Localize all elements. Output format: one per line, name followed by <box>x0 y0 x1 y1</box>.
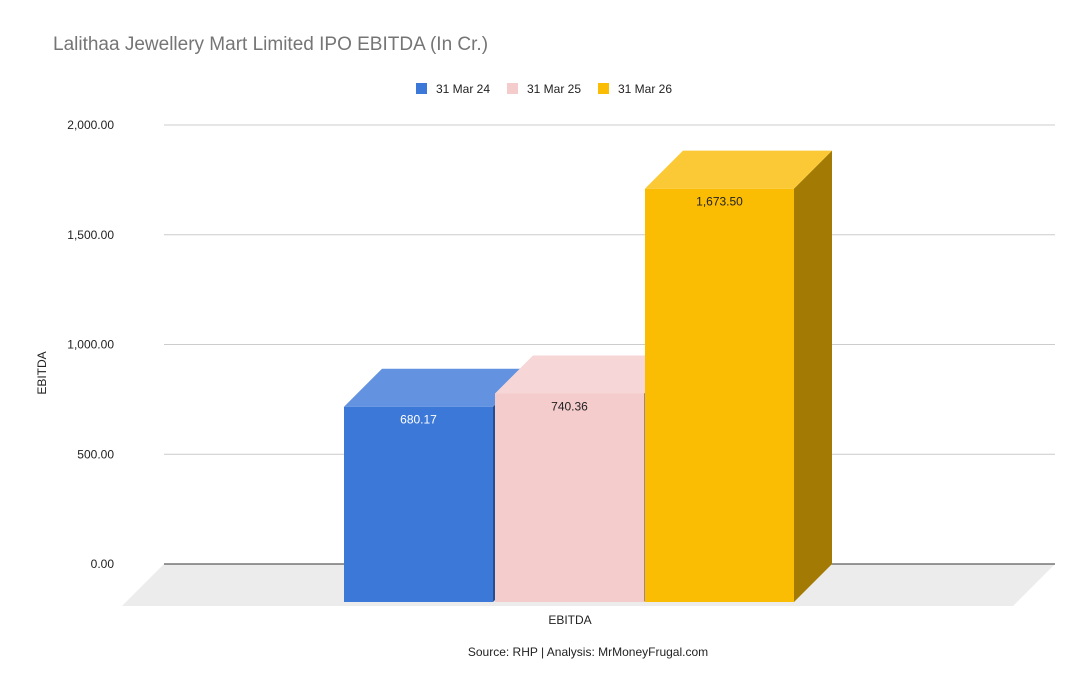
y-tick-label: 1,000.00 <box>67 338 114 352</box>
bar-front-face <box>495 393 644 602</box>
legend-label: 31 Mar 25 <box>527 82 581 96</box>
y-tick-label: 2,000.00 <box>67 118 114 132</box>
bar-front-face <box>344 406 493 602</box>
legend-label: 31 Mar 24 <box>436 82 490 96</box>
legend-label: 31 Mar 26 <box>618 82 672 96</box>
data-label: 1,673.50 <box>696 195 743 209</box>
legend-swatch <box>598 83 609 94</box>
legend-swatch <box>416 83 427 94</box>
bar-front-face <box>645 188 794 602</box>
bar-top-face <box>344 368 531 407</box>
bar <box>645 150 832 602</box>
data-label: 740.36 <box>551 399 588 413</box>
y-axis-tick-labels: 0.00 500.00 1,000.00 1,500.00 2,000.00 <box>67 118 114 571</box>
legend-swatch <box>507 83 518 94</box>
legend: 31 Mar 24 31 Mar 25 31 Mar 26 <box>416 82 672 96</box>
source-note: Source: RHP | Analysis: MrMoneyFrugal.co… <box>468 645 708 659</box>
y-tick-label: 0.00 <box>91 557 115 571</box>
chart-title: Lalithaa Jewellery Mart Limited IPO EBIT… <box>53 34 488 55</box>
bar-side-face <box>794 150 832 602</box>
data-labels: 680.17 740.36 1,673.50 <box>400 195 743 427</box>
bar-top-face <box>495 355 682 394</box>
y-tick-label: 500.00 <box>77 447 114 461</box>
bar-top-face <box>645 150 832 189</box>
data-label: 680.17 <box>400 413 437 427</box>
bar <box>344 368 531 602</box>
bars <box>344 150 832 602</box>
x-axis-tick-label: EBITDA <box>548 613 591 627</box>
y-tick-label: 1,500.00 <box>67 228 114 242</box>
y-axis-title: EBITDA <box>35 351 49 394</box>
